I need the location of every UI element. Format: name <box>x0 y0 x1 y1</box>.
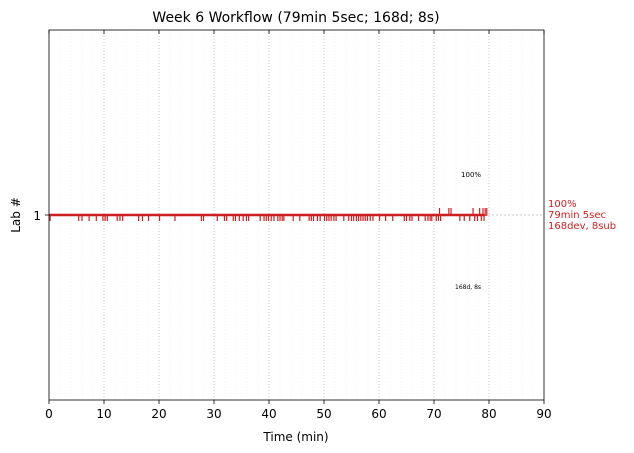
right-summary-label: 79min 5sec <box>548 210 606 221</box>
x-tick-label: 20 <box>151 407 166 421</box>
dev-sub-count-label: 168d, 8s <box>455 284 481 291</box>
x-axis: 0 10 20 30 40 50 60 70 80 90 <box>45 30 552 421</box>
completion-percent-label: 100% <box>461 171 481 179</box>
x-tick-label: 40 <box>261 407 276 421</box>
x-tick-label: 10 <box>96 407 111 421</box>
y-axis-label: Lab # <box>9 197 23 233</box>
y-axis: 1 <box>33 209 49 223</box>
x-tick-label: 50 <box>316 407 331 421</box>
x-tick-label: 0 <box>45 407 53 421</box>
y-tick-label: 1 <box>33 209 41 223</box>
x-tick-label: 60 <box>371 407 386 421</box>
x-tick-label: 80 <box>481 407 496 421</box>
right-summary-label: 168dev, 8sub <box>548 221 616 232</box>
x-axis-label: Time (min) <box>262 430 328 444</box>
chart-title: Week 6 Workflow (79min 5sec; 168d; 8s) <box>152 10 439 26</box>
x-tick-label: 70 <box>426 407 441 421</box>
right-summary-label: 100% <box>548 199 577 210</box>
plot-area <box>49 208 544 221</box>
x-tick-label: 90 <box>536 407 551 421</box>
x-tick-label: 30 <box>206 407 221 421</box>
